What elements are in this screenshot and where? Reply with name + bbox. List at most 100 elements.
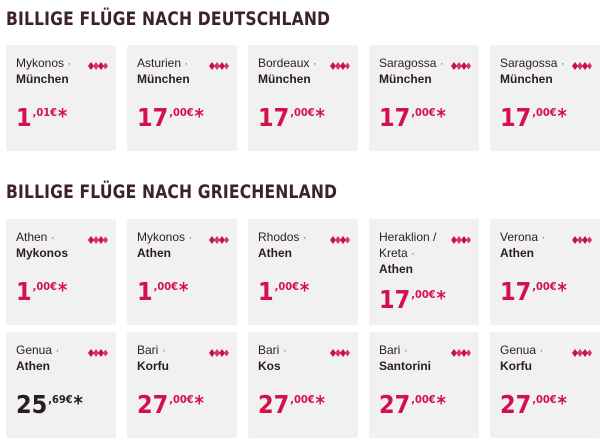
price-asterisk: * (57, 104, 68, 128)
airline-logo-icon (88, 231, 108, 244)
flight-deal-card[interactable]: Bordeaux · München 17,00€* (248, 45, 358, 151)
route-separator: · (411, 246, 416, 260)
route-label: Bari · Santorini (379, 342, 459, 374)
route-label: Athen · Mykonos (16, 229, 96, 261)
flight-deal-card[interactable]: Verona · Athen 17,00€* (490, 219, 600, 325)
flight-deal-card[interactable]: Athen · Mykonos 1,00€* (6, 219, 116, 325)
airline-logo-icon (209, 57, 229, 70)
destination-city: München (258, 72, 311, 86)
route-separator: · (161, 343, 166, 357)
route-separator: · (184, 56, 189, 70)
destination-city: München (500, 72, 553, 86)
flight-deal-card[interactable]: Bari · Santorini 27,00€* (369, 332, 479, 438)
price-decimal: ,69 (48, 393, 66, 406)
flight-deal-card[interactable]: Saragossa · München 17,00€* (369, 45, 479, 151)
price-decimal: ,00 (411, 288, 429, 301)
route-separator: · (560, 56, 565, 70)
airline-logo-icon (451, 344, 471, 357)
destination-city: München (379, 72, 432, 86)
airline-logo-icon (451, 57, 471, 70)
price-integer: 27 (500, 390, 532, 419)
flight-deal-card[interactable]: Mykonos · München 1,01€* (6, 45, 116, 151)
price-asterisk: * (178, 278, 189, 302)
route-label: Bari · Kos (258, 342, 338, 374)
flight-deal-card[interactable]: Saragossa · München 17,00€* (490, 45, 600, 151)
price-currency: € (428, 106, 436, 119)
airline-logo-icon (572, 344, 592, 357)
price-integer: 27 (379, 390, 411, 419)
airline-logo-icon (572, 231, 592, 244)
price-asterisk: * (436, 104, 446, 128)
price-integer: 27 (137, 390, 169, 419)
airline-logo-icon (330, 231, 350, 244)
origin-city: Athen (16, 230, 48, 244)
price-decimal: ,00 (32, 280, 51, 293)
price-label: 1,01€* (16, 103, 67, 132)
destination-city: Korfu (137, 359, 169, 373)
route-separator: · (439, 56, 444, 70)
price-integer: 1 (16, 103, 32, 132)
flight-deal-card[interactable]: Genua · Korfu 27,00€* (490, 332, 600, 438)
route-label: Bordeaux · München (258, 55, 338, 87)
price-asterisk: * (194, 391, 204, 415)
flight-deal-card[interactable]: Asturien · München 17,00€* (127, 45, 237, 151)
flight-deal-card[interactable]: Heraklion / Kreta · Athen 17,00€* (369, 219, 479, 325)
price-currency: € (428, 288, 436, 301)
price-integer: 27 (258, 390, 290, 419)
destination-city: Athen (137, 246, 171, 260)
price-decimal: ,00 (169, 106, 187, 119)
price-decimal: ,00 (411, 106, 429, 119)
price-label: 17,00€* (500, 103, 567, 132)
price-currency: € (292, 280, 300, 293)
price-currency: € (549, 280, 557, 293)
price-currency: € (186, 393, 194, 406)
origin-city: Bari (258, 343, 280, 357)
flight-deal-card[interactable]: Bari · Kos 27,00€* (248, 332, 358, 438)
route-label: Verona · Athen (500, 229, 580, 261)
destination-city: Athen (16, 359, 50, 373)
price-currency: € (307, 393, 315, 406)
price-label: 17,00€* (379, 285, 446, 314)
price-label: 27,00€* (379, 390, 446, 419)
origin-city: Genua (16, 343, 53, 357)
route-label: Rhodos · Athen (258, 229, 338, 261)
price-integer: 17 (500, 277, 532, 306)
route-label: Heraklion / Kreta · Athen (379, 229, 459, 277)
price-label: 27,00€* (258, 390, 325, 419)
destination-city: Korfu (500, 359, 532, 373)
price-currency: € (549, 106, 557, 119)
price-integer: 17 (137, 103, 169, 132)
price-currency: € (50, 106, 58, 119)
route-separator: · (539, 343, 544, 357)
origin-city: Bari (137, 343, 159, 357)
flight-deal-card[interactable]: Rhodos · Athen 1,00€* (248, 219, 358, 325)
price-label: 17,00€* (258, 103, 325, 132)
price-currency: € (428, 393, 436, 406)
origin-city: Mykonos (137, 230, 186, 244)
price-asterisk: * (557, 391, 567, 415)
route-label: Asturien · München (137, 55, 217, 87)
origin-city: Bari (379, 343, 401, 357)
price-label: 1,00€* (258, 277, 309, 306)
destination-city: Santorini (379, 359, 432, 373)
flight-deal-card[interactable]: Bari · Korfu 27,00€* (127, 332, 237, 438)
section-title-deutschland: BILLIGE FLÜGE NACH DEUTSCHLAND (6, 8, 331, 30)
price-integer: 17 (500, 103, 532, 132)
price-decimal: ,00 (153, 280, 172, 293)
price-asterisk: * (57, 278, 68, 302)
price-label: 27,00€* (500, 390, 567, 419)
route-separator: · (541, 230, 546, 244)
flight-deal-card[interactable]: Mykonos · Athen 1,00€* (127, 219, 237, 325)
airline-logo-icon (88, 344, 108, 357)
route-label: Genua · Korfu (500, 342, 580, 374)
airline-logo-icon (209, 344, 229, 357)
origin-city: Verona (500, 230, 539, 244)
route-separator: · (302, 230, 307, 244)
price-asterisk: * (315, 104, 325, 128)
flight-deal-card[interactable]: Genua · Athen 25,69€* (6, 332, 116, 438)
price-integer: 17 (258, 103, 290, 132)
route-separator: · (403, 343, 408, 357)
destination-city: München (137, 72, 190, 86)
route-label: Mykonos · München (16, 55, 96, 87)
price-currency: € (50, 280, 58, 293)
